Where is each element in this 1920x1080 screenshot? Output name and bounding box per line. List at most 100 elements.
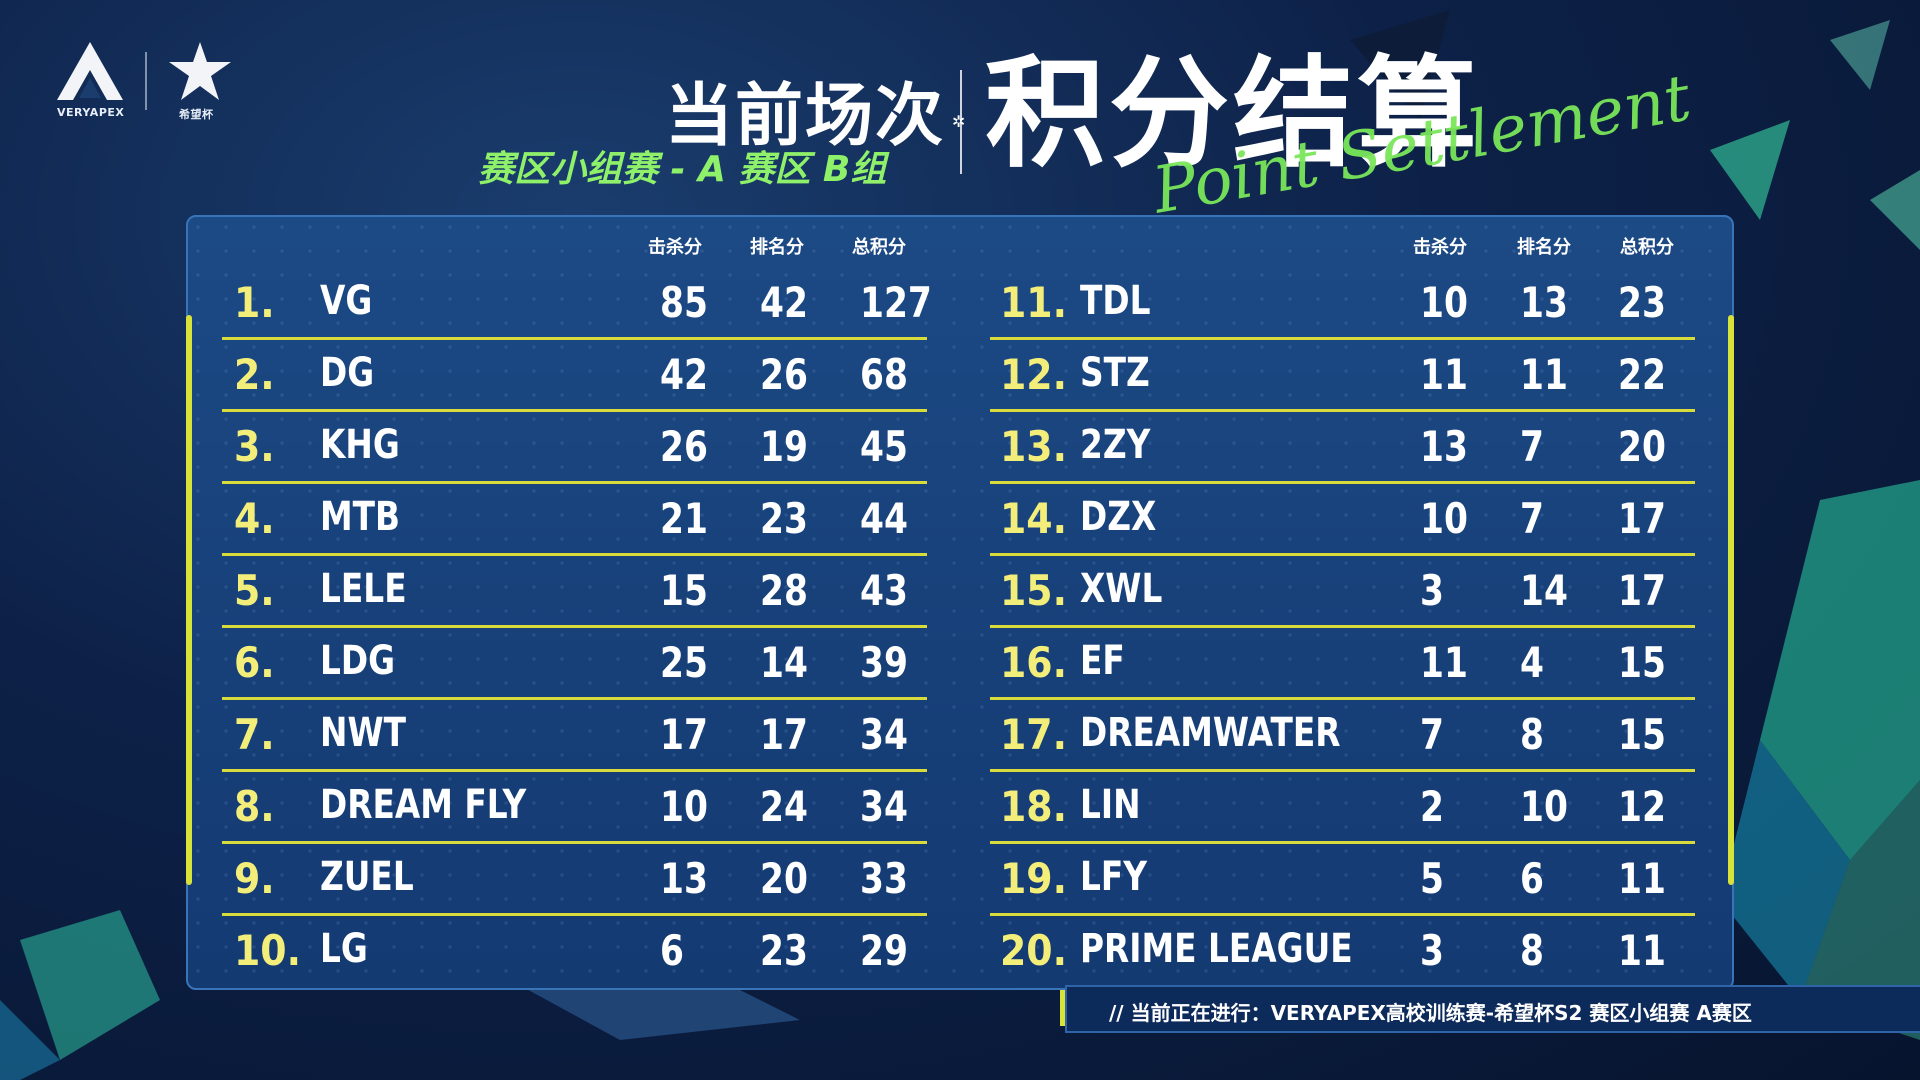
placement-points: 4 bbox=[1520, 638, 1544, 687]
veryapex-logo-icon bbox=[57, 42, 123, 100]
team-name: PRIME LEAGUE bbox=[1080, 926, 1353, 972]
kill-points: 10 bbox=[1420, 494, 1468, 543]
group-subtitle: 赛区小组赛 - A 赛区 B组 bbox=[478, 149, 887, 190]
total-points: 17 bbox=[1618, 494, 1666, 543]
total-points: 12 bbox=[1618, 782, 1666, 831]
rank-number: 9. bbox=[234, 854, 275, 903]
row-divider bbox=[990, 553, 1695, 556]
row-divider bbox=[222, 481, 927, 484]
standings-row: 9. ZUEL 13 20 33 bbox=[222, 844, 927, 916]
total-points: 39 bbox=[860, 638, 908, 687]
row-divider bbox=[222, 625, 927, 628]
placement-points: 7 bbox=[1520, 422, 1544, 471]
total-points: 34 bbox=[860, 710, 908, 759]
settlement-title: 积分结算 bbox=[985, 45, 1481, 184]
team-name: NWT bbox=[320, 710, 407, 756]
kill-points: 7 bbox=[1420, 710, 1444, 759]
team-name: EF bbox=[1080, 638, 1125, 684]
row-divider bbox=[222, 697, 927, 700]
xiwang-cup-logo-icon bbox=[169, 42, 231, 100]
rank-number: 10. bbox=[234, 926, 301, 975]
placement-points: 14 bbox=[1520, 566, 1568, 615]
kill-points: 3 bbox=[1420, 566, 1444, 615]
kill-points: 85 bbox=[660, 278, 708, 327]
standings-row: 11. TDL 10 13 23 bbox=[990, 268, 1695, 340]
placement-points: 17 bbox=[760, 710, 808, 759]
team-name: 2ZY bbox=[1080, 422, 1151, 468]
placement-points: 7 bbox=[1520, 494, 1544, 543]
right-kills-header: 击杀分 bbox=[1413, 237, 1467, 258]
standings-row: 5. LELE 15 28 43 bbox=[222, 556, 927, 628]
rank-number: 18. bbox=[1000, 782, 1067, 831]
team-name: STZ bbox=[1080, 350, 1150, 396]
placement-points: 23 bbox=[760, 494, 808, 543]
standings-row: 10. LG 6 23 29 bbox=[222, 916, 927, 988]
xiwang-cup-logo-caption: 希望杯 bbox=[179, 108, 214, 121]
ticker-accent bbox=[1060, 990, 1065, 1026]
total-points: 45 bbox=[860, 422, 908, 471]
rank-number: 13. bbox=[1000, 422, 1067, 471]
right-placement-header: 排名分 bbox=[1517, 237, 1571, 258]
standings-row: 20. PRIME LEAGUE 3 8 11 bbox=[990, 916, 1695, 988]
kill-points: 10 bbox=[1420, 278, 1468, 327]
kill-points: 13 bbox=[1420, 422, 1468, 471]
row-divider bbox=[990, 625, 1695, 628]
kill-points: 5 bbox=[1420, 854, 1444, 903]
rank-number: 5. bbox=[234, 566, 275, 615]
kill-points: 6 bbox=[660, 926, 684, 975]
standings-row: 19. LFY 5 6 11 bbox=[990, 844, 1695, 916]
rank-number: 2. bbox=[234, 350, 275, 399]
team-name: LFY bbox=[1080, 854, 1148, 900]
total-points: 11 bbox=[1618, 854, 1666, 903]
kill-points: 17 bbox=[660, 710, 708, 759]
kill-points: 21 bbox=[660, 494, 708, 543]
row-divider bbox=[990, 697, 1695, 700]
standings-row: 4. MTB 21 23 44 bbox=[222, 484, 927, 556]
placement-points: 13 bbox=[1520, 278, 1568, 327]
current-match-title: 当前场次 bbox=[665, 77, 946, 156]
standings-row: 16. EF 11 4 15 bbox=[990, 628, 1695, 700]
crystal-decoration-right bbox=[1720, 480, 1920, 1040]
total-points: 43 bbox=[860, 566, 908, 615]
team-name: LDG bbox=[320, 638, 396, 684]
row-divider bbox=[990, 769, 1695, 772]
total-points: 34 bbox=[860, 782, 908, 831]
placement-points: 28 bbox=[760, 566, 808, 615]
ticker-text: // 当前正在进行：VERYAPEX高校训练赛-希望杯S2 赛区小组赛 A赛区 bbox=[1109, 1001, 1752, 1025]
total-points: 44 bbox=[860, 494, 908, 543]
rank-number: 15. bbox=[1000, 566, 1067, 615]
rank-number: 14. bbox=[1000, 494, 1067, 543]
row-divider bbox=[222, 913, 927, 916]
row-divider bbox=[990, 481, 1695, 484]
kill-points: 10 bbox=[660, 782, 708, 831]
standings-row: 17. DREAMWATER 7 8 15 bbox=[990, 700, 1695, 772]
placement-points: 42 bbox=[760, 278, 808, 327]
row-divider bbox=[990, 337, 1695, 340]
left-placement-header: 排名分 bbox=[750, 237, 804, 258]
standings-row: 1. VG 85 42 127 bbox=[222, 268, 932, 340]
kill-points: 2 bbox=[1420, 782, 1444, 831]
team-name: DREAMWATER bbox=[1080, 710, 1341, 756]
left-side-accent bbox=[186, 315, 192, 885]
total-points: 68 bbox=[860, 350, 908, 399]
placement-points: 19 bbox=[760, 422, 808, 471]
team-name: KHG bbox=[320, 422, 400, 468]
standings-row: 7. NWT 17 17 34 bbox=[222, 700, 927, 772]
row-divider bbox=[222, 409, 927, 412]
total-points: 33 bbox=[860, 854, 908, 903]
kill-points: 11 bbox=[1420, 638, 1468, 687]
veryapex-logo-caption: VERYAPEX bbox=[57, 106, 125, 119]
header: 当前场次 赛区小组赛 - A 赛区 B组 ✲ 积分结算 Point Settle… bbox=[0, 0, 1920, 229]
team-name: DZX bbox=[1080, 494, 1157, 540]
standings-row: 15. XWL 3 14 17 bbox=[990, 556, 1695, 628]
rank-number: 4. bbox=[234, 494, 275, 543]
kill-points: 15 bbox=[660, 566, 708, 615]
row-divider bbox=[222, 337, 927, 340]
placement-points: 14 bbox=[760, 638, 808, 687]
left-kills-header: 击杀分 bbox=[648, 237, 702, 258]
rank-number: 6. bbox=[234, 638, 275, 687]
total-points: 22 bbox=[1618, 350, 1666, 399]
kill-points: 42 bbox=[660, 350, 708, 399]
crystal-decoration-left bbox=[0, 910, 160, 1080]
placement-points: 8 bbox=[1520, 710, 1544, 759]
